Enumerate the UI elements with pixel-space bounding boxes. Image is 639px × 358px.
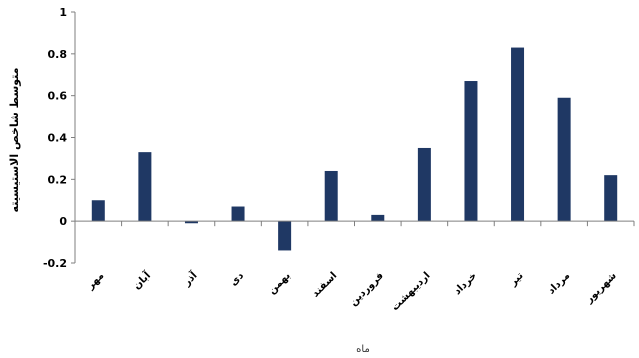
y-tick-label: 0.6 bbox=[48, 90, 68, 103]
plot-area: -0.2 0 0.2 0.4 0.6 0.8 1 مهر آبان آذر دی بهمن اسفند ف… bbox=[43, 6, 635, 313]
category-label: مرداد bbox=[546, 270, 572, 296]
y-tick-label: 0.2 bbox=[48, 173, 68, 186]
y-tick-label: 0.8 bbox=[48, 48, 68, 61]
bar bbox=[464, 81, 478, 222]
bar bbox=[417, 147, 431, 222]
category-label: اسفند bbox=[310, 270, 339, 299]
bar bbox=[371, 214, 385, 222]
y-tick-label: 1 bbox=[59, 6, 67, 19]
bar bbox=[324, 170, 338, 222]
bar bbox=[231, 206, 245, 222]
bar bbox=[511, 47, 525, 222]
category-label: شهریور bbox=[583, 270, 619, 306]
category-label: بهمن bbox=[267, 270, 293, 296]
bar bbox=[604, 175, 618, 222]
y-tick-label: -0.2 bbox=[43, 257, 67, 270]
y-axis-title: متوسط شاخص الاستیسیته bbox=[8, 68, 21, 213]
y-tick-label: 0 bbox=[59, 215, 67, 228]
bar bbox=[278, 221, 292, 251]
x-axis-title: ماه bbox=[356, 344, 370, 355]
category-label: دی bbox=[228, 270, 246, 288]
category-label: آذر bbox=[180, 269, 200, 289]
bar bbox=[91, 200, 105, 222]
y-tick-label: 0.4 bbox=[48, 132, 68, 145]
bar bbox=[138, 152, 152, 222]
category-label: اردیبهشت bbox=[390, 270, 433, 313]
category-label: مهر bbox=[84, 270, 106, 292]
category-label: آبان bbox=[130, 269, 153, 292]
category-label: خرداد bbox=[452, 270, 479, 297]
bar bbox=[557, 97, 571, 222]
bar bbox=[184, 221, 198, 224]
category-label: فروردین bbox=[348, 270, 386, 308]
category-label: تیر bbox=[507, 270, 526, 289]
